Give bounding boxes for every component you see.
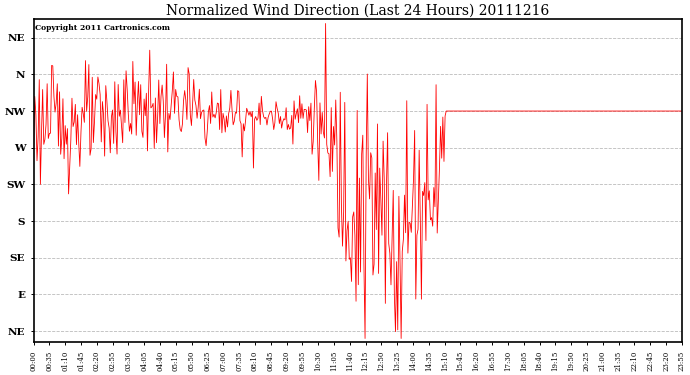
Title: Normalized Wind Direction (Last 24 Hours) 20111216: Normalized Wind Direction (Last 24 Hours… [166,4,549,18]
Text: Copyright 2011 Cartronics.com: Copyright 2011 Cartronics.com [35,24,170,32]
